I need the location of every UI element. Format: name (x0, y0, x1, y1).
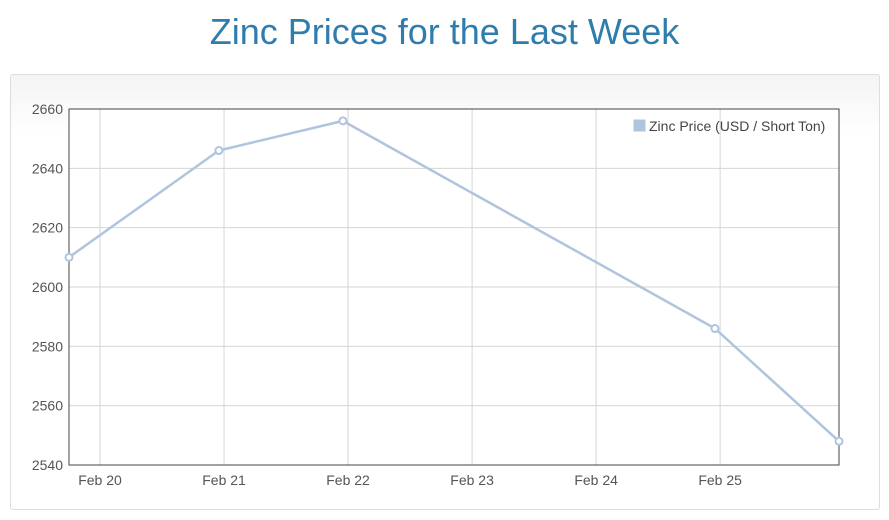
x-tick-label: Feb 24 (574, 472, 618, 488)
x-tick-label: Feb 25 (698, 472, 742, 488)
y-tick-label: 2560 (32, 398, 63, 414)
y-tick-label: 2660 (32, 101, 63, 117)
data-point[interactable] (834, 436, 844, 446)
data-point[interactable] (64, 252, 74, 262)
y-tick-label: 2580 (32, 338, 63, 354)
legend-swatch (632, 118, 647, 133)
data-point[interactable] (338, 116, 348, 126)
x-tick-label: Feb 21 (202, 472, 246, 488)
page-title: Zinc Prices for the Last Week (209, 11, 680, 52)
y-tick-label: 2620 (32, 220, 63, 236)
plot-border (68, 108, 840, 466)
chart-panel: 2540 2560 2580 2600 2620 2640 2660 Feb 20 Feb 21… (10, 74, 880, 510)
legend-label: Zinc Price (USD / Short Ton) (649, 118, 825, 134)
line-chart: 2540 2560 2580 2600 2620 2640 2660 Feb 20 Feb 21… (32, 101, 844, 488)
x-tick-label: Feb 22 (326, 472, 370, 488)
data-point[interactable] (710, 324, 720, 334)
y-tick-label: 2600 (32, 279, 63, 295)
data-point[interactable] (214, 146, 224, 156)
x-tick-label: Feb 20 (78, 472, 122, 488)
y-tick-label: 2640 (32, 160, 63, 176)
y-tick-label: 2540 (32, 457, 63, 473)
x-tick-label: Feb 23 (450, 472, 494, 488)
